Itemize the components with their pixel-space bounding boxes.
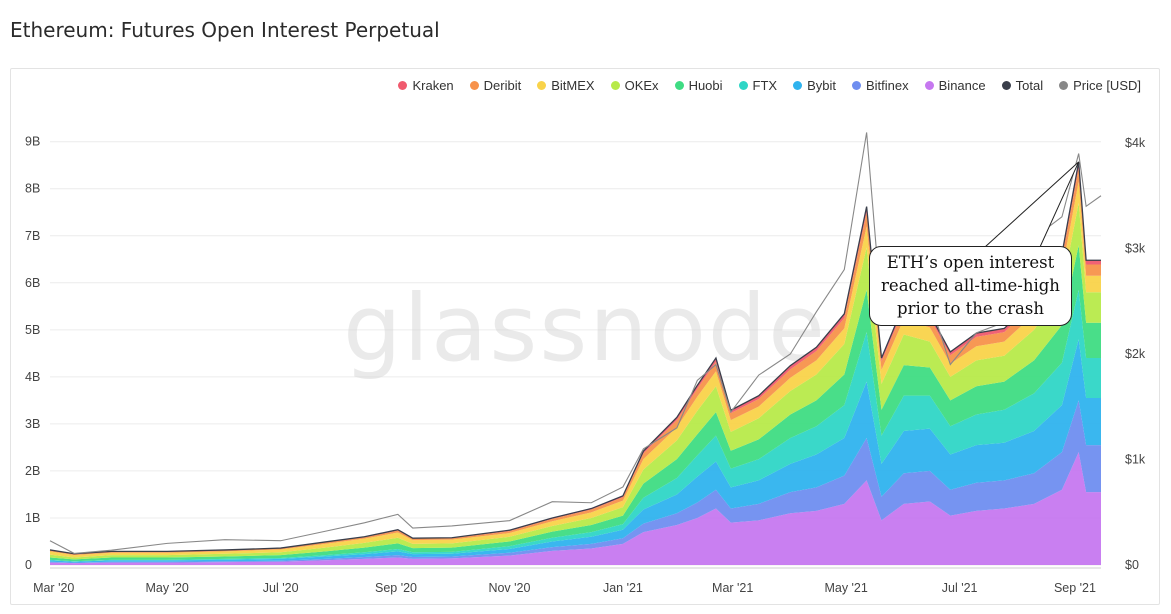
area-huobi — [50, 245, 1101, 562]
legend-label: Huobi — [688, 78, 723, 93]
y-left-tick-label: 7B — [25, 229, 40, 243]
y-left-tick-label: 4B — [25, 370, 40, 384]
area-binance — [50, 452, 1101, 565]
y-axis-right-ticks: $0 $1k $2k $3k $4k — [1125, 136, 1146, 572]
legend-item-huobi[interactable]: Huobi — [674, 78, 723, 93]
legend-label: Deribit — [483, 78, 522, 93]
y-left-tick-label: 5B — [25, 323, 40, 337]
total-line — [49, 161, 1101, 555]
area-bybit — [50, 339, 1101, 563]
legend-dot-icon — [852, 81, 861, 90]
legend-label: Total — [1015, 78, 1044, 93]
x-tick-label: May '20 — [145, 581, 188, 595]
legend-label: FTX — [752, 78, 778, 93]
legend-dot-icon — [1001, 81, 1011, 90]
legend-dot-icon — [738, 81, 748, 90]
y-left-tick-label: 3B — [25, 417, 40, 431]
legend-item-okex[interactable]: OKEx — [610, 78, 659, 93]
area-ftx — [50, 289, 1101, 562]
y-left-tick-label: 8B — [25, 182, 40, 196]
legend-label: OKEx — [624, 78, 659, 93]
y-right-tick-label: $3k — [1125, 242, 1146, 256]
price-line — [49, 132, 1102, 554]
y-axis-left-ticks: 0 1B 2B 3B 4B 5B 6B 7B 8B 9B — [25, 135, 40, 572]
legend-label: Bitfinex — [866, 78, 909, 93]
legend-dot-icon — [398, 81, 408, 90]
x-tick-label: May '21 — [824, 581, 867, 595]
y-left-tick-label: 0 — [25, 558, 32, 572]
legend-label: Binance — [938, 78, 986, 93]
legend-dot-icon — [1059, 81, 1069, 90]
legend-item-bitfinex[interactable]: Bitfinex — [852, 78, 909, 93]
legend-item-binance[interactable]: Binance — [924, 78, 986, 93]
annotation-callout: ETH’s open interest reached all-time-hig… — [869, 246, 1072, 326]
legend-dot-icon — [610, 81, 620, 90]
legend-label: Bybit — [807, 78, 836, 93]
legend-dot-icon — [537, 81, 547, 90]
legend-item-price-usd[interactable]: Price [USD] — [1059, 78, 1141, 93]
legend-item-deribit[interactable]: Deribit — [469, 78, 522, 93]
x-tick-label: Jul '21 — [942, 581, 978, 595]
y-left-tick-label: 2B — [25, 464, 40, 478]
legend-item-bybit[interactable]: Bybit — [793, 78, 836, 93]
legend-dot-icon — [793, 81, 803, 90]
area-okex — [50, 202, 1101, 560]
y-left-tick-label: 9B — [25, 135, 40, 149]
legend-item-bitmex[interactable]: BitMEX — [537, 78, 595, 93]
legend-dot-icon — [924, 81, 934, 90]
x-tick-label: Mar '20 — [33, 581, 74, 595]
watermark: glassnode — [343, 275, 827, 382]
x-tick-label: Sep '21 — [1054, 581, 1096, 595]
y-left-tick-label: 6B — [25, 276, 40, 290]
callout-pointer — [983, 161, 1080, 248]
x-tick-label: Jan '21 — [603, 581, 643, 595]
x-tick-label: Nov '20 — [488, 581, 530, 595]
y-right-tick-label: $4k — [1125, 136, 1146, 150]
legend-dot-icon — [469, 81, 479, 90]
x-tick-label: Mar '21 — [712, 581, 753, 595]
page-title: Ethereum: Futures Open Interest Perpetua… — [10, 18, 440, 42]
x-tick-label: Sep '20 — [375, 581, 417, 595]
stacked-areas — [50, 161, 1101, 565]
legend-item-total[interactable]: Total — [1001, 78, 1044, 93]
legend-dot-icon — [674, 81, 684, 90]
legend-item-ftx[interactable]: FTX — [738, 78, 778, 93]
legend-label: Kraken — [412, 78, 454, 93]
y-left-tick-label: 1B — [25, 511, 40, 525]
x-axis-ticks: Mar '20 May '20 Jul '20 Sep '20 Nov '20 Jan '… — [33, 581, 1096, 595]
y-right-tick-label: $0 — [1125, 558, 1139, 572]
legend-label: Price [USD] — [1073, 78, 1141, 93]
y-right-tick-label: $1k — [1125, 453, 1146, 467]
legend-label: BitMEX — [551, 78, 595, 93]
y-right-tick-label: $2k — [1125, 347, 1146, 361]
callout-pointer-shape — [983, 161, 1080, 248]
legend-item-kraken[interactable]: Kraken — [398, 78, 454, 93]
chart-legend: Kraken Deribit BitMEX OKEx Huobi FTX Bybit Bitf… — [382, 78, 1141, 93]
lines — [49, 132, 1102, 555]
x-tick-label: Jul '20 — [263, 581, 299, 595]
